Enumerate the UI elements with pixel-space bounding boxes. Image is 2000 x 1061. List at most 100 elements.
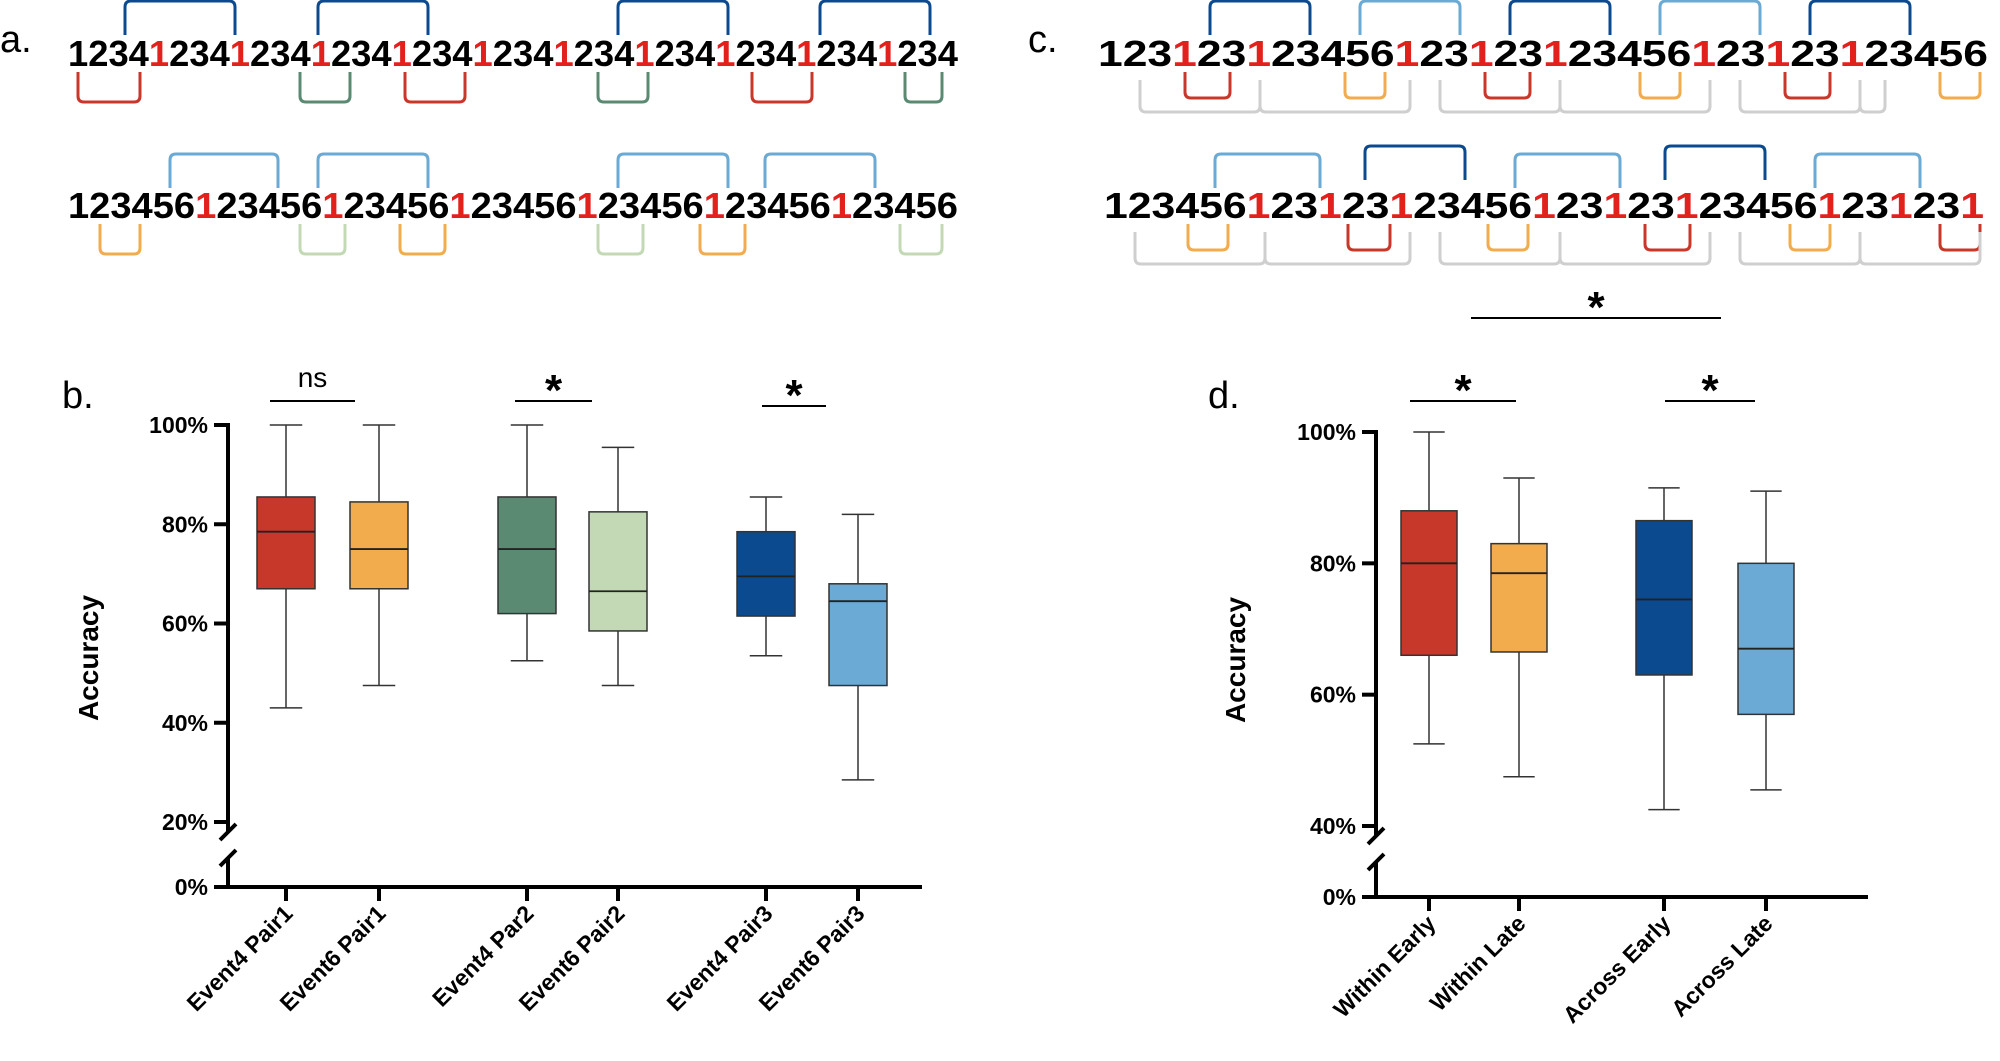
bracket-bottom (698, 224, 747, 256)
bracket-bottom (1643, 224, 1692, 252)
box-event4-pair3 (736, 496, 796, 657)
x-tick-label: Across Late (1666, 910, 1777, 1021)
bracket-bottom-gray (1858, 232, 1982, 266)
y-tick-label: 40% (162, 710, 208, 736)
box-event6-pair2 (588, 446, 648, 687)
bracket-bottom (1938, 224, 1982, 252)
bracket-bottom-gray (1558, 232, 1712, 266)
bracket-bottom (76, 72, 142, 104)
bracket-top (1808, 0, 1912, 35)
bracket-top (616, 0, 730, 35)
bracket-bottom (298, 72, 352, 104)
axis-break-mark (218, 848, 238, 868)
y-tick-label: 80% (162, 511, 208, 537)
bracket-top (168, 152, 280, 188)
bracket-bottom-gray (1558, 80, 1712, 114)
y-tick-label: 100% (1297, 419, 1356, 445)
y-tick-label: 60% (162, 611, 208, 637)
bracket-bottom (1183, 72, 1232, 100)
axis-break-mark (218, 822, 238, 842)
bracket-bottom-gray (1258, 80, 1412, 114)
bracket-bottom-gray (1438, 232, 1562, 266)
box-iqr (588, 511, 648, 632)
y-axis-label: Accuracy (1220, 597, 1251, 724)
bracket-bottom (1638, 72, 1682, 100)
x-tick-label: Within Early (1328, 910, 1440, 1022)
y-tick-label: 100% (149, 412, 208, 438)
box-event4-par2 (497, 424, 557, 662)
bracket-bottom (903, 72, 944, 104)
bracket-bottom (1186, 224, 1230, 252)
axis-break-mark (1366, 826, 1386, 846)
panel-a-sequences: 1234123412341234123412341234123412341234… (68, 33, 958, 226)
bracket-bottom (1938, 72, 1982, 100)
y-tick-label: 80% (1310, 550, 1356, 576)
y-tick-label: 60% (1310, 682, 1356, 708)
bracket-top (1213, 152, 1322, 188)
box-within-late (1490, 477, 1548, 778)
bracket-bottom (1486, 224, 1530, 252)
axis-break-mark (1366, 852, 1386, 872)
bracket-bottom (1788, 224, 1832, 252)
box-iqr (256, 496, 316, 590)
box-within-early (1400, 431, 1458, 745)
bracket-bottom (98, 224, 142, 256)
bracket-top (1508, 0, 1612, 35)
bracket-bottom-gray (1133, 232, 1267, 266)
bracket-top (616, 152, 730, 188)
chart-d: 100% 80% 60% 40% 0% Accuracy Within EarlyWithi… (1220, 283, 1868, 1028)
significance-label: * (1587, 283, 1605, 332)
box-event6-pair1 (349, 424, 409, 687)
bracket-bottom (1483, 72, 1532, 100)
bracket-bottom-gray (1138, 80, 1262, 114)
box-iqr (497, 496, 557, 615)
significance-label: * (1454, 366, 1472, 415)
bracket-bottom-gray (1738, 80, 1862, 114)
bracket-top (1363, 144, 1467, 180)
bracket-bottom (898, 224, 944, 256)
x-tick-label: Within Late (1425, 910, 1531, 1016)
significance-label: ns (298, 362, 328, 393)
significance-label: * (1701, 366, 1719, 415)
panel-a-label: a. (0, 19, 32, 61)
box-iqr (1490, 542, 1548, 653)
bracket-bottom (1346, 224, 1392, 252)
y-tick-label: 40% (1310, 813, 1356, 839)
bracket-top (1658, 0, 1762, 35)
box-event4-pair1 (256, 424, 316, 709)
panel-c-brackets (1133, 0, 1982, 266)
box-across-late (1737, 490, 1795, 791)
box-event6-pair3 (828, 513, 888, 781)
box-iqr (1737, 562, 1795, 716)
bracket-bottom (398, 224, 447, 256)
box-iqr (1400, 510, 1458, 657)
panel-a-sequence-row-1: 1234123412341234123412341234123412341234… (68, 33, 958, 74)
bracket-top (1513, 152, 1622, 188)
box-iqr (1635, 519, 1693, 676)
bracket-top (316, 152, 430, 188)
bracket-bottom (298, 224, 347, 256)
bracket-bottom-gray (1738, 232, 1862, 266)
y-tick-label: 0% (1323, 884, 1356, 910)
bracket-bottom-gray (1858, 80, 1887, 114)
bracket-top (1358, 0, 1462, 35)
box-iqr (736, 530, 796, 617)
panel-a-brackets (76, 0, 944, 256)
bracket-bottom-gray (1263, 232, 1412, 266)
y-tick-label: 0% (175, 874, 208, 900)
bracket-top (1663, 144, 1767, 180)
box-across-early (1635, 487, 1693, 811)
panel-a-sequence-row-2: 1234561234561234561234561234561234561234… (68, 185, 958, 226)
panel-d-label: d. (1208, 375, 1240, 417)
box-iqr (349, 501, 409, 590)
bracket-top (763, 152, 877, 188)
bracket-top (818, 0, 932, 35)
y-axis-label: Accuracy (73, 595, 104, 722)
panel-b-label: b. (62, 375, 94, 417)
significance-label: * (545, 366, 563, 415)
